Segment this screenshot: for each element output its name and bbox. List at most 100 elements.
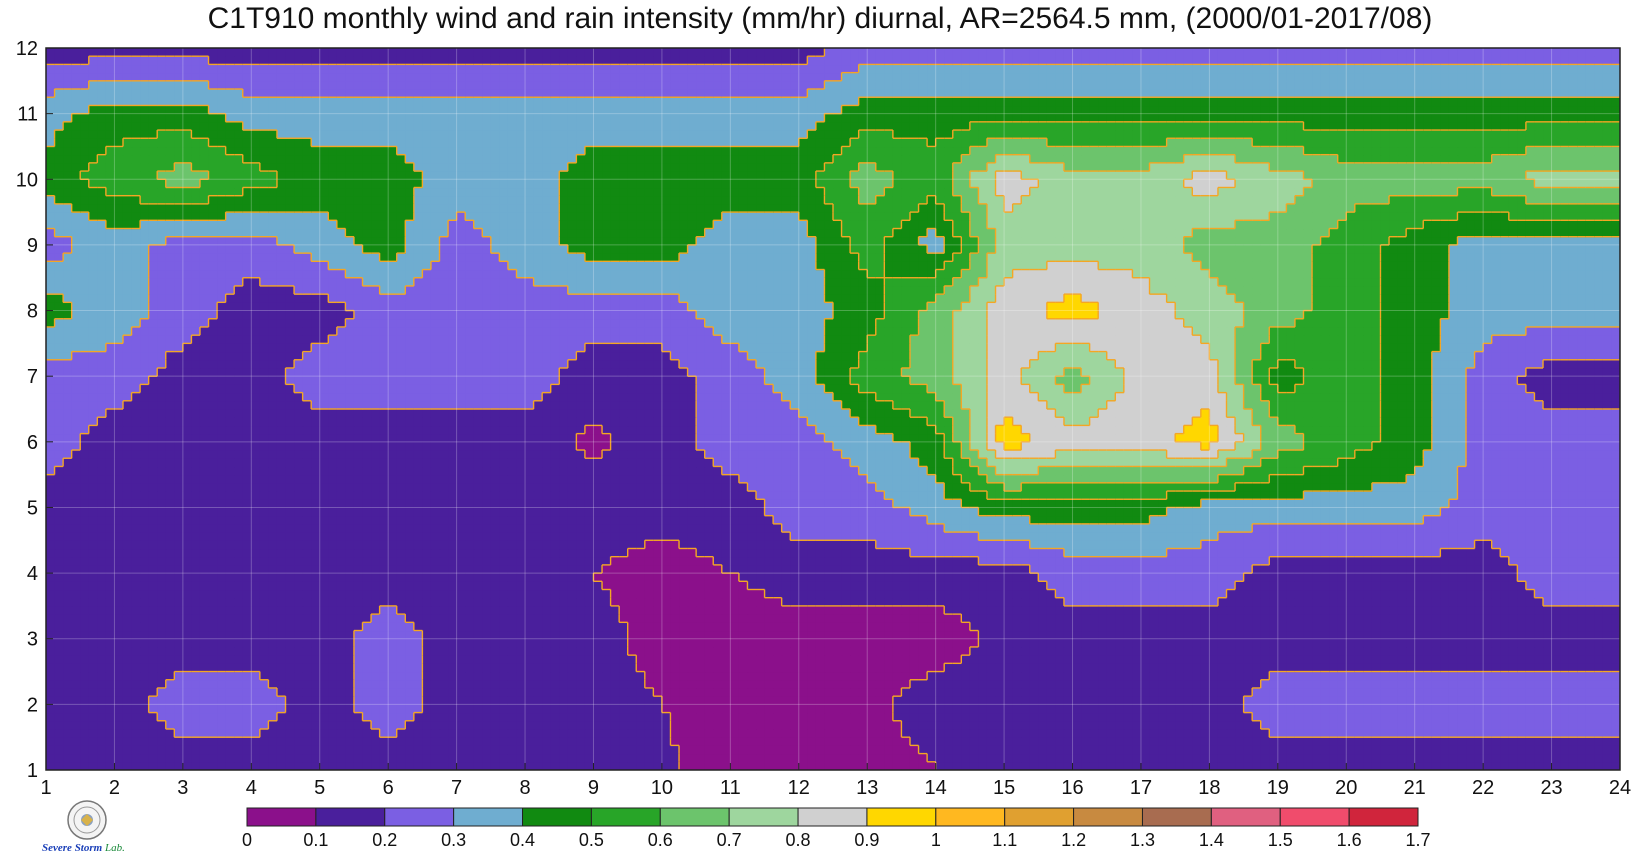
heatmap-cell — [242, 696, 252, 705]
heatmap-cell — [379, 614, 389, 623]
heatmap-cell — [1158, 589, 1168, 599]
heatmap-cell — [294, 589, 304, 599]
heatmap-cell — [961, 573, 971, 582]
heatmap-cell — [157, 671, 167, 681]
heatmap-cell — [909, 737, 920, 746]
heatmap-cell — [122, 712, 133, 722]
heatmap-cell — [1525, 728, 1536, 738]
heatmap-cell — [619, 573, 629, 582]
heatmap-cell — [140, 622, 150, 632]
heatmap-cell — [63, 663, 73, 673]
heatmap-cell — [1294, 630, 1305, 640]
heatmap-cell — [730, 605, 740, 615]
heatmap-cell — [1055, 712, 1065, 722]
heatmap-cell — [1448, 646, 1459, 656]
heatmap-cell — [1260, 704, 1270, 714]
heatmap-cell — [952, 753, 962, 763]
heatmap-cell — [1029, 696, 1039, 705]
heatmap-cell — [773, 605, 783, 615]
heatmap-cell — [165, 540, 175, 550]
heatmap-cell — [1337, 597, 1347, 607]
heatmap-cell — [1525, 761, 1536, 770]
heatmap-cell — [1072, 556, 1082, 566]
heatmap-cell — [610, 581, 620, 591]
heatmap-cell — [1602, 564, 1613, 574]
heatmap-cell — [850, 630, 860, 640]
heatmap-cell — [302, 753, 312, 763]
heatmap-cell — [892, 614, 903, 623]
heatmap-cell — [978, 630, 988, 640]
heatmap-cell — [1423, 581, 1433, 591]
heatmap-cell — [1115, 720, 1125, 730]
heatmap-cell — [1209, 728, 1219, 738]
heatmap-cell — [584, 761, 595, 770]
heatmap-cell — [1140, 581, 1151, 591]
heatmap-cell — [1508, 753, 1518, 763]
heatmap-cell — [1354, 655, 1364, 664]
heatmap-cell — [1466, 679, 1476, 689]
heatmap-cell — [1260, 712, 1270, 722]
heatmap-cell — [1371, 696, 1382, 705]
heatmap-cell — [1260, 581, 1270, 591]
heatmap-cell — [1021, 605, 1031, 615]
heatmap-cell — [1192, 655, 1202, 664]
heatmap-cell — [490, 753, 500, 763]
heatmap-cell — [542, 589, 552, 599]
heatmap-cell — [918, 638, 928, 648]
heatmap-cell — [516, 573, 526, 582]
heatmap-cell — [1568, 687, 1578, 697]
heatmap-cell — [114, 646, 124, 656]
heatmap-cell — [730, 712, 740, 722]
heatmap-cell — [165, 745, 175, 755]
heatmap-cell — [884, 712, 894, 722]
heatmap-cell — [798, 745, 808, 755]
heatmap-cell — [1140, 745, 1151, 755]
heatmap-cell — [1543, 704, 1553, 714]
heatmap-cell — [927, 638, 937, 648]
heatmap-cell — [1500, 671, 1510, 681]
heatmap-cell — [379, 556, 389, 566]
heatmap-cell — [1072, 638, 1082, 648]
heatmap-cell — [1320, 597, 1330, 607]
heatmap-cell — [1440, 704, 1450, 714]
heatmap-cell — [1525, 646, 1536, 656]
heatmap-cell — [165, 622, 175, 632]
heatmap-cell — [456, 687, 466, 697]
heatmap-cell — [909, 655, 920, 664]
heatmap-cell — [1568, 614, 1578, 623]
heatmap-cell — [986, 564, 997, 574]
heatmap-cell — [1192, 556, 1202, 566]
heatmap-cell — [584, 679, 595, 689]
heatmap-cell — [208, 646, 218, 656]
heatmap-cell — [1217, 581, 1228, 591]
heatmap-cell — [1252, 622, 1262, 632]
heatmap-cell — [1466, 646, 1476, 656]
heatmap-cell — [1192, 663, 1202, 673]
heatmap-cell — [798, 737, 808, 746]
heatmap-cell — [388, 728, 398, 738]
heatmap-cell — [217, 712, 227, 722]
heatmap-cell — [1380, 753, 1390, 763]
heatmap-cell — [1140, 638, 1151, 648]
heatmap-cell — [781, 663, 791, 673]
heatmap-cell — [790, 556, 800, 566]
heatmap-cell — [1149, 655, 1159, 664]
heatmap-cell — [1089, 589, 1099, 599]
heatmap-cell — [1269, 655, 1279, 664]
heatmap-cell — [191, 753, 201, 763]
heatmap-cell — [1252, 671, 1262, 681]
heatmap-cell — [927, 712, 937, 722]
heatmap-cell — [559, 589, 569, 599]
heatmap-cell — [687, 589, 697, 599]
heatmap-cell — [850, 720, 860, 730]
heatmap-cell — [251, 564, 261, 574]
heatmap-cell — [542, 712, 552, 722]
heatmap-cell — [1192, 646, 1202, 656]
heatmap-cell — [602, 646, 612, 656]
heatmap-cell — [294, 687, 304, 697]
heatmap-cell — [319, 614, 329, 623]
heatmap-cell — [46, 761, 56, 770]
heatmap-cell — [1491, 671, 1501, 681]
heatmap-cell — [542, 597, 552, 607]
heatmap-cell — [268, 630, 278, 640]
